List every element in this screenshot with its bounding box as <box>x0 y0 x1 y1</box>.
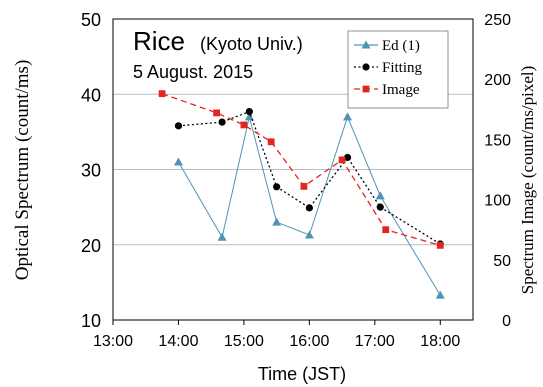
data-point <box>435 290 445 299</box>
x-tick-label: 14:00 <box>158 333 198 350</box>
y-right-tick-label: 250 <box>484 12 511 29</box>
legend-item: Fitting <box>354 60 423 76</box>
data-point <box>267 138 275 146</box>
data-point <box>240 121 248 129</box>
data-point <box>304 230 314 239</box>
legend-item: Ed (1) <box>354 38 420 54</box>
data-point <box>174 122 183 130</box>
x-tick-label: 15:00 <box>224 333 264 350</box>
y-left-tick-label: 10 <box>81 311 101 331</box>
data-point <box>338 156 346 164</box>
data-point <box>272 217 282 226</box>
data-point <box>173 157 183 166</box>
series-2 <box>174 107 444 248</box>
data-point <box>273 183 281 191</box>
data-point <box>343 112 353 121</box>
legend-marker <box>361 40 371 49</box>
y-left-tick-label: 50 <box>81 10 101 30</box>
series-line <box>178 110 441 245</box>
data-point <box>244 112 254 121</box>
chart-title: Rice <box>133 26 185 56</box>
data-point <box>305 204 313 212</box>
data-point <box>436 241 444 249</box>
legend-label: Ed (1) <box>382 38 420 54</box>
x-tick-label: 18:00 <box>420 333 460 350</box>
data-point <box>343 153 352 162</box>
data-point <box>376 203 384 211</box>
x-axis-label: Time (JST) <box>258 364 346 384</box>
data-point <box>245 107 253 116</box>
y-right-tick-label: 200 <box>484 72 511 89</box>
chart-subtitle: (Kyoto Univ.) <box>200 34 303 54</box>
legend: Ed (1) Fitting Image <box>347 30 449 109</box>
legend-marker <box>362 63 370 71</box>
y-left-tick-label: 20 <box>81 236 101 256</box>
y-right-tick-label: 0 <box>502 313 511 330</box>
plot-frame <box>112 18 474 321</box>
data-point <box>300 182 308 190</box>
y-right-tick-label: 50 <box>493 253 511 270</box>
y-right-tick-label: 100 <box>484 193 511 210</box>
legend-label: Image <box>382 82 420 98</box>
legend-marker <box>362 85 370 93</box>
data-point <box>217 232 227 241</box>
series-line <box>178 115 441 296</box>
x-tick-label: 16:00 <box>289 333 329 350</box>
y-axis-right-label: Spectrum Image (count/ms/pixel) <box>518 66 537 295</box>
y-left-tick-label: 30 <box>81 161 101 181</box>
data-point <box>218 118 226 126</box>
data-point <box>382 226 390 234</box>
series-line <box>161 93 441 246</box>
y-axis-left-label: Optical Spectrum (count/ms) <box>12 60 33 281</box>
y-left-tick-label: 40 <box>81 85 101 105</box>
data-point <box>213 109 221 117</box>
legend-item: Image <box>354 82 420 98</box>
series-1 <box>173 112 445 299</box>
series-3 <box>158 90 444 249</box>
legend-label: Fitting <box>382 60 423 76</box>
x-tick-label: 17:00 <box>355 333 395 350</box>
y-right-tick-label: 150 <box>484 132 511 149</box>
data-point <box>158 90 166 98</box>
chart-date: 5 August. 2015 <box>133 62 253 82</box>
x-tick-label: 13:00 <box>93 333 133 350</box>
data-point <box>375 191 385 200</box>
